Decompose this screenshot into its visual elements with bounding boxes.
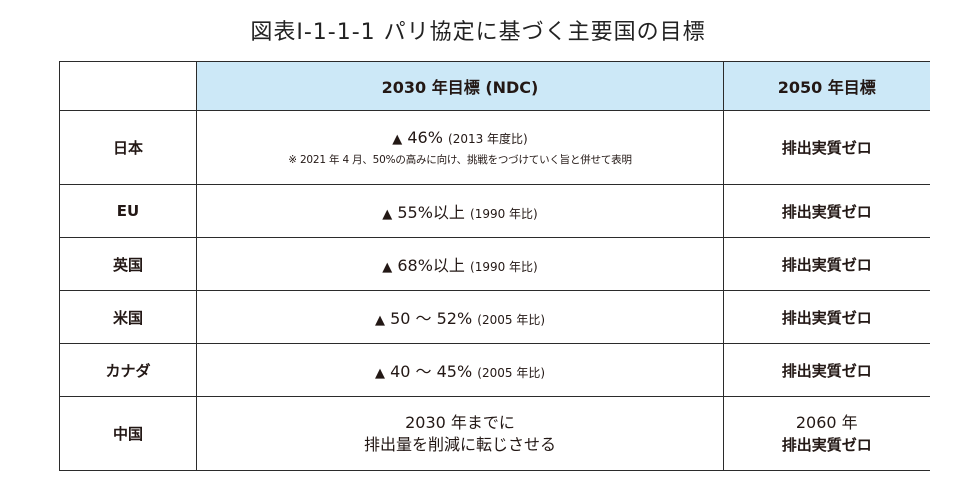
country-cell: 英国 <box>59 237 197 291</box>
reduction-basis: (1990 年比) <box>470 260 538 274</box>
figure-title: 図表Ⅰ-1-1-1 パリ協定に基づく主要国の目標 <box>250 20 706 45</box>
country-cell: 中国 <box>59 396 197 471</box>
target-2030-cell: ▲ 68%以上 (1990 年比) <box>196 237 724 291</box>
target-2030-cell: 2030 年までに 排出量を削減に転じさせる <box>196 396 724 471</box>
target-2030-cell: ▲ 46% (2013 年度比) ※ 2021 年 4 月、50%の高みに向け、… <box>196 110 724 185</box>
reduction-basis: (2005 年比) <box>477 313 545 327</box>
table-row-uk: 英国 ▲ 68%以上 (1990 年比) 排出実質ゼロ <box>59 237 930 291</box>
reduction-triangle-icon: ▲ <box>382 260 393 275</box>
country-cell: 日本 <box>59 110 197 185</box>
target-2030-line-1: 2030 年までに <box>405 412 515 432</box>
paris-agreement-targets-table: 2030 年目標 (NDC) 2050 年目標 日本 ▲ 46% (2013 年… <box>59 61 930 471</box>
reduction-basis: (2005 年比) <box>477 366 545 380</box>
target-2030-cell: ▲ 55%以上 (1990 年比) <box>196 184 724 238</box>
reduction-percent: 46% <box>407 128 443 147</box>
reduction-triangle-icon: ▲ <box>374 366 385 381</box>
table-row-eu: EU ▲ 55%以上 (1990 年比) 排出実質ゼロ <box>59 184 930 238</box>
header-2050-target: 2050 年目標 <box>723 61 930 111</box>
table-row-canada: カナダ ▲ 40 ～ 45% (2005 年比) 排出実質ゼロ <box>59 343 930 397</box>
header-2030-target: 2030 年目標 (NDC) <box>196 61 724 111</box>
country-cell: カナダ <box>59 343 197 397</box>
country-cell: EU <box>59 184 197 238</box>
reduction-triangle-icon: ▲ <box>374 313 385 328</box>
reduction-basis: (2013 年度比) <box>448 132 528 146</box>
reduction-percent: 50 ～ 52% <box>390 309 473 328</box>
reduction-triangle-icon: ▲ <box>382 207 393 222</box>
table-row-us: 米国 ▲ 50 ～ 52% (2005 年比) 排出実質ゼロ <box>59 290 930 344</box>
target-2050-cell: 排出実質ゼロ <box>723 237 930 291</box>
reduction-basis: (1990 年比) <box>470 207 538 221</box>
target-2030-cell: ▲ 40 ～ 45% (2005 年比) <box>196 343 724 397</box>
target-2050-cell: 排出実質ゼロ <box>723 290 930 344</box>
table-row-japan: 日本 ▲ 46% (2013 年度比) ※ 2021 年 4 月、50%の高みに… <box>59 110 930 185</box>
target-2050-cell: 排出実質ゼロ <box>723 110 930 185</box>
country-cell: 米国 <box>59 290 197 344</box>
target-2050-cell: 2060 年 排出実質ゼロ <box>723 396 930 471</box>
target-2050-line-1: 2060 年 <box>795 412 858 432</box>
header-country <box>59 61 197 111</box>
reduction-percent: 68%以上 <box>397 256 465 275</box>
target-2050-cell: 排出実質ゼロ <box>723 184 930 238</box>
reduction-triangle-icon: ▲ <box>392 132 403 147</box>
target-note: ※ 2021 年 4 月、50%の高みに向け、挑戦をつづけていく旨と併せて表明 <box>288 154 632 166</box>
header-row: 2030 年目標 (NDC) 2050 年目標 <box>59 61 930 111</box>
table-row-china: 中国 2030 年までに 排出量を削減に転じさせる 2060 年 排出実質ゼロ <box>59 396 930 471</box>
target-2030-cell: ▲ 50 ～ 52% (2005 年比) <box>196 290 724 344</box>
target-2050-cell: 排出実質ゼロ <box>723 343 930 397</box>
target-2030-line-2: 排出量を削減に転じさせる <box>363 434 556 454</box>
target-2050-line-2: 排出実質ゼロ <box>781 435 872 454</box>
reduction-percent: 55%以上 <box>397 203 465 222</box>
reduction-percent: 40 ～ 45% <box>390 362 473 381</box>
